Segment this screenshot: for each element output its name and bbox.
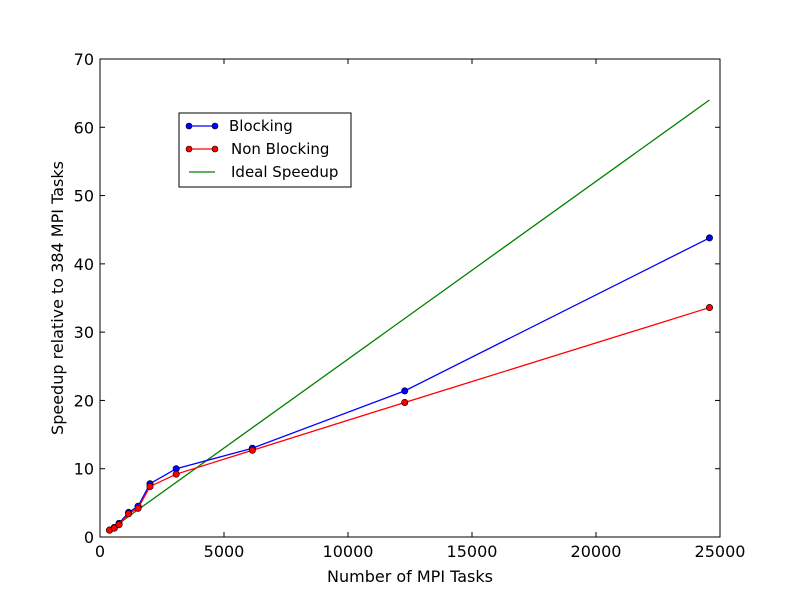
y-axis-title: Speedup relative to 384 MPI Tasks [48, 161, 67, 435]
y-tick-label: 10 [74, 460, 94, 479]
legend: Blocking Non Blocking Ideal Speedup [178, 112, 352, 188]
non-blocking-point [115, 521, 123, 529]
non-blocking-point [172, 470, 180, 478]
blocking-point [401, 387, 409, 395]
legend-label-blocking: Blocking [229, 117, 293, 135]
y-tick-label: 20 [74, 391, 94, 410]
non-blocking-point [705, 304, 713, 312]
y-tick-label: 70 [74, 50, 94, 69]
legend-label-non-blocking: Non Blocking [231, 140, 329, 158]
ideal-speedup-series-line [109, 99, 710, 531]
y-tick-label: 0 [84, 528, 94, 547]
ticks-layer: 0 5000 10000 15000 20000 25000 0 10 20 30 40 50 60 70 [74, 50, 746, 561]
y-tick-label: 50 [74, 187, 94, 206]
legend-marker-non-blocking [185, 145, 193, 153]
non-blocking-point [134, 504, 142, 512]
series-layer [106, 99, 713, 534]
non-blocking-point [248, 446, 256, 454]
y-tick-label: 30 [74, 323, 94, 342]
plot-frame [99, 58, 721, 538]
legend-marker-blocking [211, 122, 219, 130]
legend-marker-blocking [185, 122, 193, 130]
y-tick-label: 60 [74, 118, 94, 137]
x-tick-label: 20000 [571, 542, 622, 561]
x-tick-label: 25000 [695, 542, 746, 561]
non-blocking-point [125, 510, 133, 518]
non-blocking-point [401, 398, 409, 406]
legend-label-ideal-speedup: Ideal Speedup [231, 163, 338, 181]
x-tick-label: 5000 [204, 542, 245, 561]
blocking-point [705, 234, 713, 242]
non-blocking-point [110, 524, 118, 532]
x-tick-label: 10000 [323, 542, 374, 561]
legend-box [178, 112, 352, 188]
x-tick-label: 0 [95, 542, 105, 561]
y-tick-label: 40 [74, 255, 94, 274]
x-axis-title: Number of MPI Tasks [327, 567, 493, 586]
legend-marker-non-blocking [211, 145, 219, 153]
x-tick-label: 15000 [447, 542, 498, 561]
non-blocking-point [146, 482, 154, 490]
